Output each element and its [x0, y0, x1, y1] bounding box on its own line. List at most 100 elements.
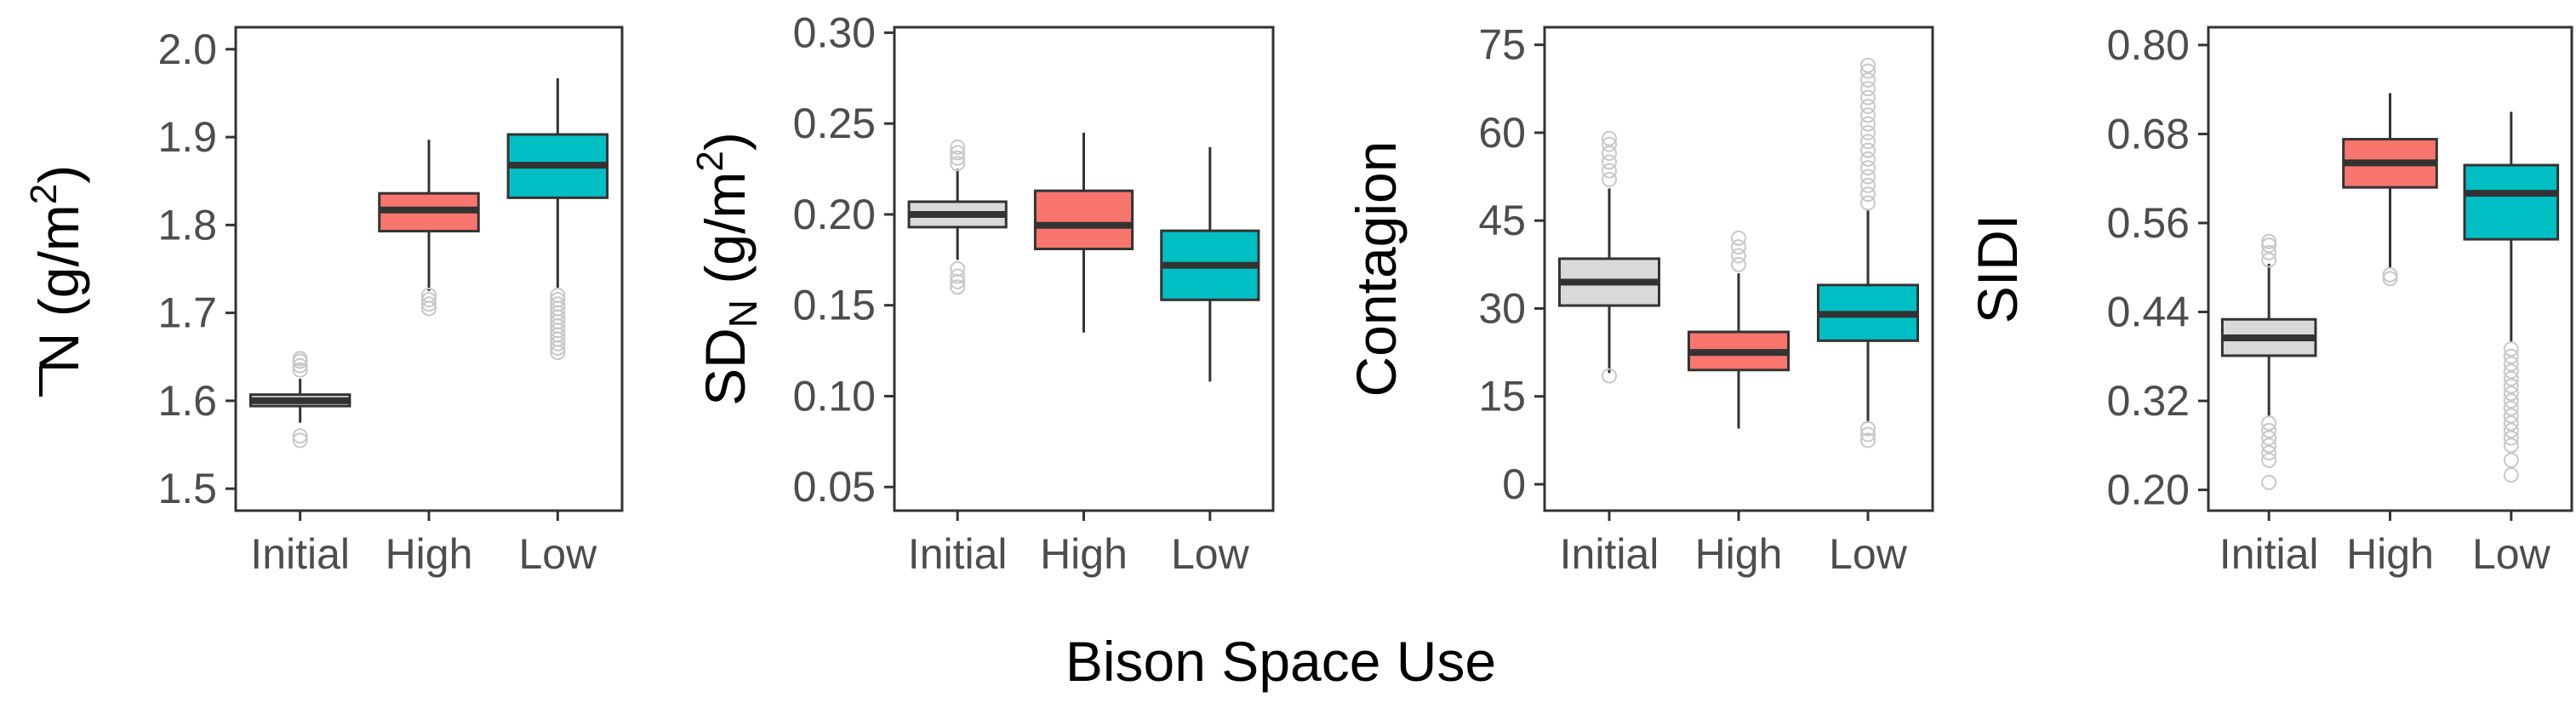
outlier-point: [1860, 151, 1876, 167]
x-tick-label: High: [1040, 530, 1128, 578]
outlier-point: [950, 261, 966, 277]
y-tick-label: 0.20: [793, 191, 876, 238]
box-body: [2463, 163, 2560, 241]
y-tick-label: 0.56: [2107, 199, 2190, 247]
y-tick-label: 0.68: [2107, 110, 2190, 157]
panel-3: 0 15 30 45 60 75 Initial High Low Contagion: [1345, 21, 1934, 578]
panels: 1.5 1.6 1.7 1.8 1.9 2.0 Initial High Low N (g/m2)…: [23, 9, 2573, 578]
y-tick-label: 1.8: [157, 201, 217, 249]
outlier-point: [2503, 415, 2519, 431]
x-tick-label: Low: [518, 530, 597, 578]
outlier-point: [1602, 146, 1617, 162]
y-axis-title: Contagion: [1345, 141, 1408, 397]
outlier-point: [2261, 422, 2277, 438]
outlier-point: [950, 268, 966, 284]
outlier-point: [1602, 368, 1617, 384]
outlier-point: [2261, 430, 2277, 446]
outlier-point: [1860, 71, 1876, 88]
outlier-point: [1602, 154, 1617, 170]
x-tick-label: Low: [2472, 530, 2551, 578]
x-tick-label: Initial: [2219, 530, 2319, 578]
y-tick-label: 0.20: [2107, 466, 2190, 514]
outlier-point: [950, 156, 966, 172]
y-tick-label: 1.5: [157, 465, 217, 512]
box-low: [1816, 57, 1920, 449]
box-high: [1033, 132, 1134, 333]
box-initial: [907, 139, 1008, 295]
outlier-point: [1731, 230, 1746, 246]
outlier-point: [1860, 169, 1876, 185]
outlier-point: [950, 273, 966, 289]
outlier-point: [1731, 239, 1746, 255]
y-tick-label: 0.80: [2107, 21, 2190, 69]
outlier-point: [2382, 266, 2398, 283]
outlier-point: [2503, 408, 2519, 424]
outlier-point: [2503, 348, 2519, 364]
outlier-point: [950, 145, 966, 161]
outlier-point: [1860, 432, 1876, 449]
outlier-point: [2503, 400, 2519, 416]
outlier-point: [2503, 370, 2519, 386]
outlier-point: [1860, 116, 1876, 132]
y-axis-title: SIDI: [1966, 214, 2029, 323]
outlier-point: [292, 432, 308, 449]
y-tick-label: 2.0: [157, 26, 217, 73]
y-tick-label: 0.44: [2107, 289, 2190, 336]
y-tick-label: 1.6: [157, 377, 217, 425]
x-tick-label: High: [1695, 530, 1783, 578]
outlier-point: [292, 362, 308, 378]
outlier-point: [950, 139, 966, 155]
outlier-point: [1860, 134, 1876, 150]
x-tick-label: Initial: [1560, 530, 1659, 578]
outlier-point: [2503, 393, 2519, 409]
outlier-point: [1860, 195, 1876, 211]
panel-1: 1.5 1.6 1.7 1.8 1.9 2.0 Initial High Low N (g/m2): [23, 26, 624, 578]
outlier-point: [2503, 341, 2519, 357]
y-tick-label: 0.10: [793, 372, 876, 420]
panel-4: 0.20 0.32 0.44 0.56 0.68 0.80 Initial High Low SI…: [1966, 21, 2573, 578]
outlier-point: [1731, 256, 1746, 272]
outlier-point: [292, 357, 308, 374]
outlier-point: [1860, 160, 1876, 176]
y-tick-label: 60: [1478, 109, 1526, 157]
outlier-point: [2503, 430, 2519, 446]
y-tick-label: 15: [1478, 373, 1526, 420]
x-tick-label: Low: [1171, 530, 1250, 578]
outlier-point: [550, 292, 566, 308]
outlier-point: [1860, 420, 1876, 437]
y-tick-label: 1.9: [157, 113, 217, 161]
outlier-point: [2503, 437, 2519, 454]
outlier-point: [292, 351, 308, 367]
x-tick-label: Initial: [908, 530, 1008, 578]
outlier-point: [2261, 233, 2277, 249]
box-high: [1687, 230, 1791, 429]
outlier-point: [1860, 107, 1876, 123]
outlier-point: [1860, 57, 1876, 73]
box-body: [1033, 189, 1134, 251]
outlier-point: [2261, 237, 2277, 254]
panel-2: 0.05 0.10 0.15 0.20 0.25 0.30 Initial High Low SD…: [689, 9, 1275, 578]
outlier-point: [2261, 437, 2277, 454]
outlier-point: [2261, 474, 2277, 490]
outlier-point: [2503, 378, 2519, 394]
y-axis-title: SDN (g/m2): [689, 132, 765, 406]
outlier-point: [2503, 422, 2519, 438]
outlier-point: [1602, 163, 1617, 179]
y-tick-label: 0: [1502, 460, 1526, 508]
outlier-point: [2261, 244, 2277, 260]
y-tick-label: 0.32: [2107, 377, 2190, 425]
outlier-point: [2503, 452, 2519, 468]
outlier-point: [1602, 136, 1617, 152]
outlier-point: [1860, 186, 1876, 203]
box-low: [1160, 146, 1260, 382]
box-high: [378, 140, 480, 317]
outlier-point: [1860, 89, 1876, 106]
outlier-point: [1860, 124, 1876, 140]
outlier-point: [1860, 142, 1876, 158]
outlier-point: [550, 296, 566, 312]
outlier-point: [421, 287, 437, 303]
outlier-point: [421, 296, 437, 312]
box-low: [506, 77, 609, 361]
box-high: [2342, 93, 2438, 287]
